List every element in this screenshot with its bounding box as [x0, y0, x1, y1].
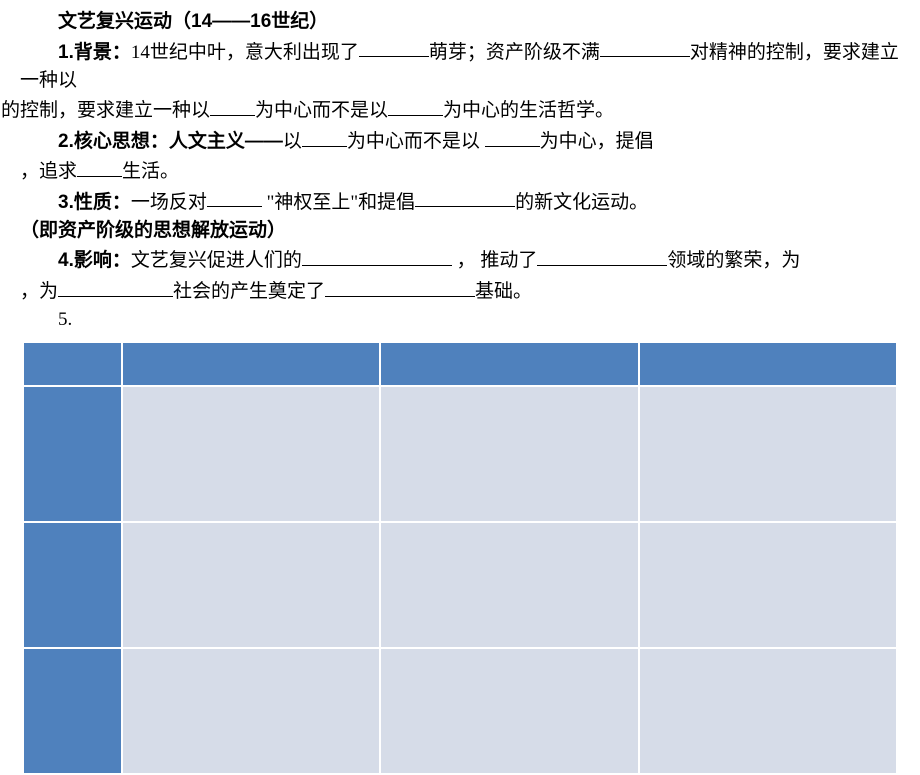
side-cell [24, 387, 121, 521]
table-cell [381, 649, 637, 773]
p3-t1: 一场反对 [131, 191, 207, 212]
p4-t3b: ，为 [20, 281, 58, 302]
paragraph-5: 5. [20, 306, 900, 335]
blank [325, 276, 475, 297]
blank [359, 37, 429, 58]
header-cell [24, 343, 121, 385]
paragraph-2b: ，追求 生活。 [20, 156, 900, 186]
blank [58, 276, 173, 297]
paragraph-2: 2.核心思想：人文主义——以 为中心而不是以 为中心，提倡 [20, 126, 900, 156]
blank [537, 245, 667, 266]
blank [485, 126, 540, 147]
side-cell [24, 649, 121, 773]
p1-t1: 14世纪中叶，意大利出现了 [131, 41, 359, 62]
table-container [20, 341, 900, 775]
p3-bold2: （即资产阶级的思想解放运动） [20, 220, 286, 241]
paragraph-1: 1.背景：14世纪中叶，意大利出现了萌芽；资产阶级不满对精神的控制，要求建立一种… [20, 37, 900, 96]
blank [210, 95, 255, 116]
p4-t1: 文艺复兴促进人们的 [131, 250, 302, 271]
p4-t3: 领域的繁荣，为 [667, 250, 800, 271]
p2-t3: 为中心，提倡 [540, 131, 654, 152]
p3-t3: 的新文化运动。 [515, 191, 648, 212]
p2-t5: 生活。 [122, 161, 179, 182]
p2-label: 2.核心思想：人文主义—— [58, 131, 283, 152]
blank [388, 95, 443, 116]
paragraph-3: 3.性质：一场反对 "神权至上"和提倡 的新文化运动。 （即资产阶级的思想解放运动） [20, 187, 900, 246]
data-table [22, 341, 898, 775]
paragraph-1b: 神的控制，要求建立一种以为中心而不是以为中心的生活哲学。 [20, 95, 900, 125]
table-cell [640, 523, 896, 647]
p2-t2: 为中心而不是以 [347, 131, 485, 152]
side-cell [24, 523, 121, 647]
blank [207, 187, 262, 208]
p1-t2: 萌芽；资产阶级不满 [429, 41, 600, 62]
title-line: 文艺复兴运动（14——16世纪） [20, 8, 900, 37]
table-cell [381, 387, 637, 521]
table-row [24, 523, 896, 647]
p4-t4: 社会的产生奠定了 [173, 281, 325, 302]
blank [302, 245, 452, 266]
p2-t4: ，追求 [20, 161, 77, 182]
p5-label: 5. [58, 309, 72, 330]
blank [302, 126, 347, 147]
table-cell [123, 387, 379, 521]
p2-t1: 以 [283, 131, 302, 152]
header-cell [123, 343, 379, 385]
p4-t5: 基础。 [475, 281, 532, 302]
table-cell [640, 387, 896, 521]
p3-label: 3.性质： [58, 191, 131, 212]
table-cell [123, 523, 379, 647]
header-cell [381, 343, 637, 385]
table-cell [640, 649, 896, 773]
table-row [24, 387, 896, 521]
blank [77, 156, 122, 177]
paragraph-4: 4.影响：文艺复兴促进人们的 ， 推动了 领域的繁荣，为 [20, 245, 900, 275]
p4-t2: ， 推动了 [452, 250, 538, 271]
title: 文艺复兴运动（14——16世纪） [58, 11, 328, 32]
p1-t3b: 神的控制，要求建立一种以 [0, 100, 210, 121]
blank [600, 37, 690, 58]
p1-t4: 为中心而不是以 [255, 100, 388, 121]
table-cell [381, 523, 637, 647]
p1-label: 1.背景： [58, 41, 131, 62]
p4-label: 4.影响： [58, 250, 131, 271]
table-row [24, 649, 896, 773]
document-body: 文艺复兴运动（14——16世纪） 1.背景：14世纪中叶，意大利出现了 萌芽；资产… [20, 8, 900, 335]
paragraph-4b: ，为 社会的产生奠定了 基础。 [20, 276, 900, 306]
blank [415, 187, 515, 208]
table-header-row [24, 343, 896, 385]
header-cell [640, 343, 896, 385]
table-cell [123, 649, 379, 773]
p3-t2: "神权至上"和提倡 [262, 191, 415, 212]
p1-t5: 为中心的生活哲学。 [443, 100, 614, 121]
